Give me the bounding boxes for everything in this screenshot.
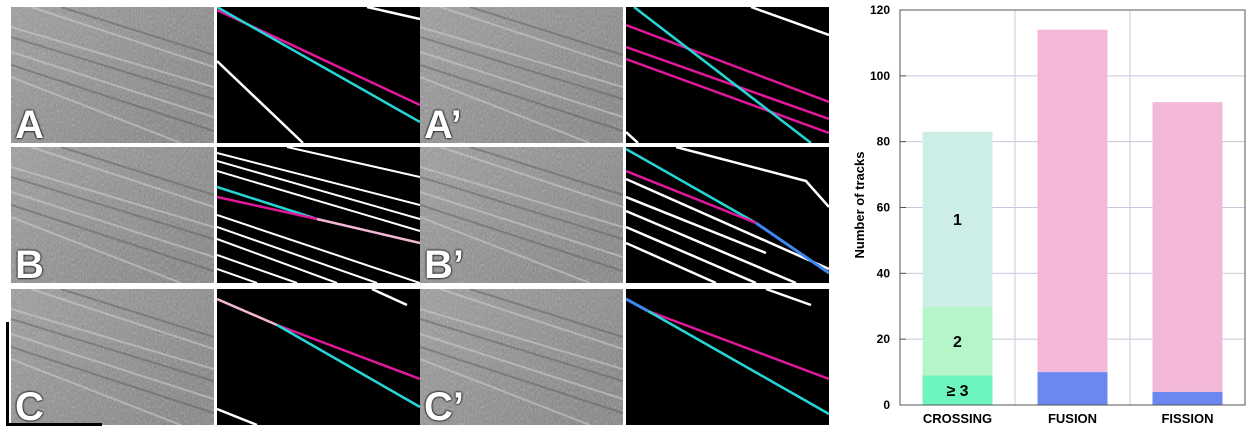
segment-label: ≥ 3 bbox=[946, 383, 968, 400]
y-tick-label: 80 bbox=[877, 135, 891, 149]
bar-segment bbox=[922, 131, 993, 307]
track-line bbox=[217, 160, 420, 220]
cyan-track bbox=[217, 7, 420, 124]
panel-label-a-prime: A’ bbox=[424, 103, 462, 143]
track-line bbox=[217, 226, 378, 283]
cyan-track bbox=[633, 7, 812, 143]
bar-segment bbox=[922, 375, 993, 405]
y-tick-label: 40 bbox=[877, 266, 891, 280]
track-line bbox=[217, 214, 420, 283]
cyan-track bbox=[626, 147, 757, 225]
cyan-track bbox=[647, 309, 829, 416]
x-axis-ticks: CROSSING FUSION FISSION bbox=[923, 411, 1214, 426]
y-axis-ticks: 0 20 40 60 80 100 120 bbox=[870, 3, 906, 412]
segment-labels: ≥ 3 2 1 bbox=[946, 212, 968, 400]
track-line bbox=[765, 289, 812, 307]
cyan-track bbox=[217, 185, 318, 221]
bar-chart: 0 20 40 60 80 100 120 CROSSING FUSION FISSION ≥ … bbox=[852, 3, 1246, 426]
x-tick-label: CROSSING bbox=[923, 411, 992, 426]
track-line bbox=[626, 241, 717, 283]
track-line bbox=[217, 254, 298, 283]
panel-label-c-prime: C’ bbox=[424, 385, 464, 425]
track-line bbox=[217, 238, 338, 283]
bar-segment bbox=[1037, 29, 1108, 373]
y-tick-label: 20 bbox=[877, 332, 891, 346]
fused-track bbox=[755, 221, 829, 275]
kymograph-trace-a-prime bbox=[626, 7, 829, 143]
track-line bbox=[217, 268, 258, 283]
trace-lines-a-prime bbox=[626, 7, 829, 143]
panel-label-b-prime: B’ bbox=[424, 243, 464, 283]
kymograph-trace-a bbox=[217, 7, 420, 143]
bar-segment bbox=[1152, 391, 1223, 405]
track-line bbox=[626, 177, 829, 271]
kymograph-raw-b-prime: B’ bbox=[420, 147, 623, 283]
kymograph-raw-c: C bbox=[11, 289, 214, 425]
kymograph-raw-a-prime: A’ bbox=[420, 7, 623, 143]
kymograph-raw-a: A bbox=[11, 7, 214, 143]
segment-label: 2 bbox=[953, 334, 962, 351]
kymograph-trace-b bbox=[217, 147, 420, 283]
fused-track bbox=[626, 297, 649, 313]
y-axis-label: Number of tracks bbox=[852, 152, 867, 259]
y-tick-label: 0 bbox=[883, 398, 890, 412]
kymograph-trace-c-prime bbox=[626, 289, 829, 425]
magenta-track bbox=[626, 45, 829, 121]
bar-segment bbox=[1037, 372, 1108, 405]
magenta-track bbox=[217, 195, 318, 221]
track-line bbox=[217, 170, 420, 232]
trace-lines-c bbox=[217, 289, 420, 425]
y-tick-label: 120 bbox=[870, 3, 890, 17]
track-line bbox=[371, 289, 408, 307]
track-line bbox=[750, 7, 829, 37]
track-line bbox=[217, 60, 304, 143]
track-line bbox=[217, 407, 258, 425]
panel-label-b: B bbox=[15, 243, 44, 283]
magenta-track bbox=[626, 169, 757, 225]
kymograph-raw-b: B bbox=[11, 147, 214, 283]
cyan-track bbox=[276, 323, 420, 409]
magenta-track bbox=[647, 309, 829, 381]
x-tick-label: FUSION bbox=[1048, 411, 1097, 426]
scale-bar-horizontal bbox=[6, 423, 102, 426]
track-line bbox=[626, 209, 797, 283]
trace-lines-b-prime bbox=[626, 147, 829, 283]
scale-bar-vertical bbox=[6, 322, 9, 426]
panel-label-c: C bbox=[15, 385, 44, 425]
x-tick-label: FISSION bbox=[1161, 411, 1213, 426]
fused-track bbox=[316, 217, 420, 245]
track-line bbox=[626, 195, 767, 255]
track-line bbox=[626, 225, 757, 283]
y-tick-label: 60 bbox=[877, 201, 891, 215]
track-line bbox=[366, 7, 420, 21]
segment-label: 1 bbox=[953, 212, 962, 229]
bar-segment bbox=[922, 306, 993, 376]
trace-lines-b bbox=[217, 147, 420, 283]
magenta-track bbox=[276, 323, 420, 381]
fused-track bbox=[217, 297, 278, 327]
track-line bbox=[626, 131, 639, 143]
chart-bars bbox=[922, 29, 1223, 405]
trace-lines-a bbox=[217, 7, 420, 143]
track-line bbox=[675, 147, 829, 208]
track-line bbox=[286, 147, 420, 178]
kymograph-trace-b-prime bbox=[626, 147, 829, 283]
bar-segment bbox=[1152, 102, 1223, 392]
panel-label-a: A bbox=[15, 103, 44, 143]
y-tick-label: 100 bbox=[870, 69, 890, 83]
track-line bbox=[217, 152, 420, 206]
kymograph-trace-c bbox=[217, 289, 420, 425]
magenta-track bbox=[626, 57, 829, 135]
kymograph-raw-c-prime: C’ bbox=[420, 289, 623, 425]
magenta-track bbox=[626, 23, 829, 104]
trace-lines-c-prime bbox=[626, 289, 829, 416]
